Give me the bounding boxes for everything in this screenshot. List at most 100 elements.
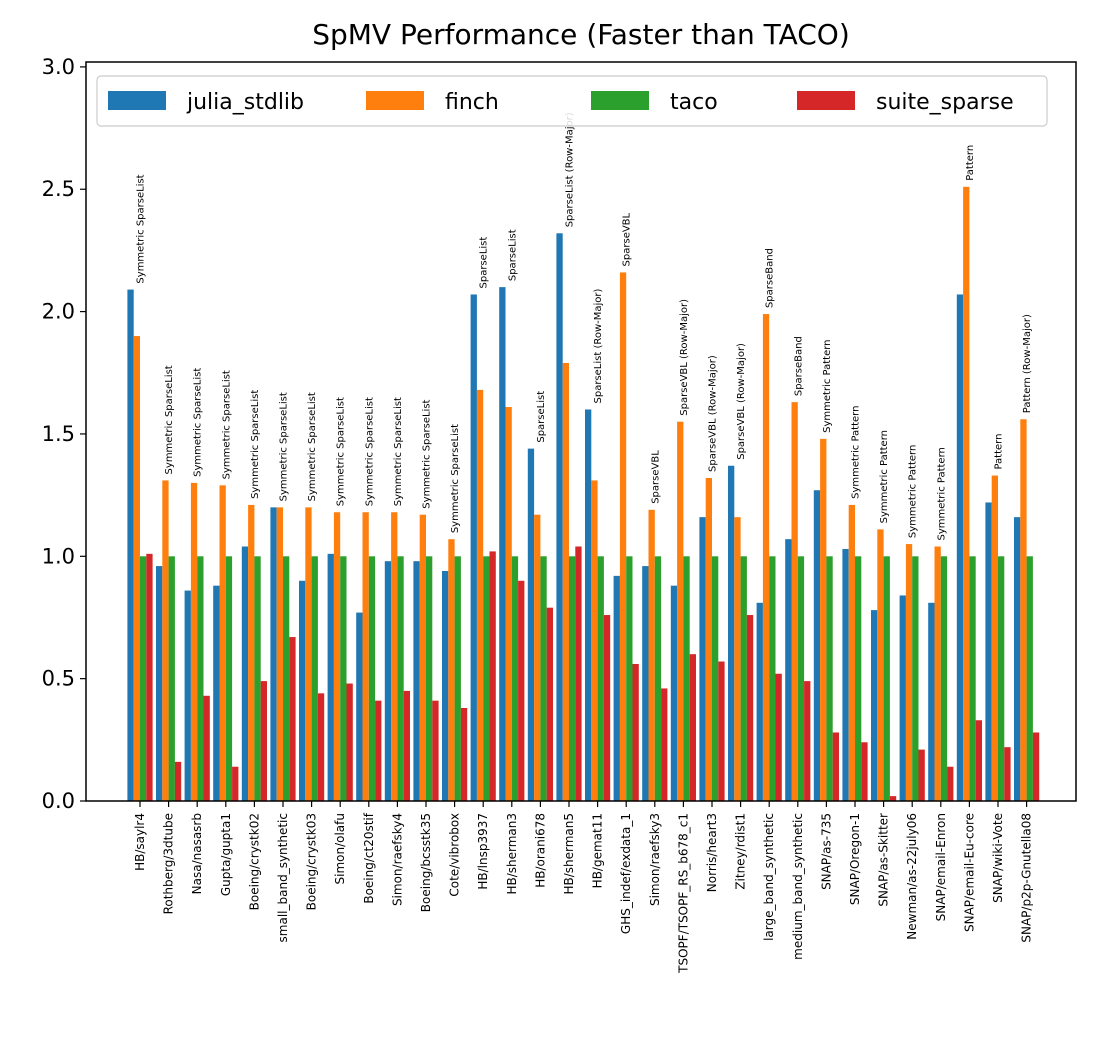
bar-taco: [283, 556, 290, 801]
bar-julia_stdlib: [556, 233, 563, 802]
bar-julia_stdlib: [785, 539, 792, 801]
bar-annotation: Pattern: [965, 145, 976, 181]
legend-label-taco: taco: [670, 90, 718, 115]
bar-suite_sparse: [661, 688, 668, 801]
bar-julia_stdlib: [613, 575, 620, 801]
y-tick-label: 2.0: [42, 300, 75, 324]
bar-annotation: SparseList (Row-Major): [593, 288, 604, 403]
bar-suite_sparse: [775, 673, 782, 801]
x-tick-label: HB/saylr4: [133, 813, 147, 871]
legend-box: [96, 75, 1048, 127]
bar-taco: [855, 556, 862, 801]
bar-finch: [705, 477, 712, 801]
x-tick-label: Nasa/nasasrb: [190, 813, 204, 894]
bar-taco: [140, 556, 147, 801]
x-tick-label: Gupta/gupta1: [219, 813, 233, 896]
bar-taco: [197, 556, 204, 801]
bar-julia_stdlib: [184, 590, 191, 801]
bar-suite_sparse: [260, 681, 267, 801]
bar-taco: [340, 556, 347, 801]
legend: julia_stdlib finch taco suite_sparse: [96, 75, 1048, 127]
bar-suite_sparse: [203, 695, 210, 801]
bar-finch: [848, 504, 855, 801]
bar-taco: [626, 556, 633, 801]
bar-annotation: Symmetric SparseList: [136, 174, 147, 283]
y-tick-label: 1.0: [42, 544, 75, 568]
bar-finch: [591, 480, 598, 801]
x-tick-label: Boeing/crystk02: [247, 813, 261, 910]
bar-suite_sparse: [947, 766, 954, 801]
legend-swatch-taco: [591, 91, 649, 110]
bar-julia_stdlib: [756, 602, 763, 801]
bar-annotation: Symmetric SparseList: [422, 399, 433, 508]
bar-julia_stdlib: [871, 610, 878, 801]
bar-finch: [534, 514, 541, 801]
bar-julia_stdlib: [327, 553, 334, 801]
bar-annotation: SparseList: [536, 391, 547, 443]
bar-taco: [225, 556, 233, 801]
bar-taco: [368, 556, 376, 801]
chart-title: SpMV Performance (Faster than TACO): [312, 18, 850, 51]
x-tick-label: HB/gemat11: [591, 813, 605, 888]
bar-julia_stdlib: [470, 294, 477, 801]
bar-julia_stdlib: [899, 595, 906, 801]
bar-taco: [683, 556, 690, 801]
bar-suite_sparse: [146, 553, 153, 801]
bar-julia_stdlib: [813, 490, 821, 801]
bar-suite_sparse: [832, 732, 839, 801]
bar-suite_sparse: [489, 551, 496, 801]
bar-finch: [905, 544, 913, 801]
legend-label-julia_stdlib: julia_stdlib: [186, 90, 304, 115]
bar-annotation: Symmetric SparseList: [164, 365, 175, 474]
bar-suite_sparse: [689, 654, 696, 801]
bar-taco: [511, 556, 519, 801]
x-tick-label: Norris/heart3: [705, 813, 719, 892]
bar-taco: [397, 556, 404, 801]
bar-suite_sparse: [918, 749, 925, 801]
bar-taco: [454, 556, 461, 801]
bar-finch: [190, 482, 198, 801]
bar-julia_stdlib: [956, 294, 964, 801]
bar-annotation: SparseVBL: [650, 450, 661, 504]
bar-suite_sparse: [289, 637, 296, 801]
x-tick-label: Simon/olafu: [333, 813, 347, 885]
bar-taco: [540, 556, 547, 801]
bar-taco: [483, 556, 490, 801]
x-tick-label: SNAP/p2p-Gnutella08: [1020, 813, 1034, 943]
bar-finch: [305, 507, 312, 801]
x-tick-label: Boeing/crystk03: [305, 813, 319, 910]
bar-annotation: Pattern: [994, 434, 1005, 470]
x-tick-label: SNAP/email-Eu-core: [962, 813, 976, 932]
bar-taco: [940, 556, 948, 801]
bar-taco: [740, 556, 747, 801]
bar-taco: [254, 556, 261, 801]
bar-suite_sparse: [232, 766, 239, 801]
bar-julia_stdlib: [527, 448, 535, 801]
y-tick-label: 1.5: [42, 422, 75, 446]
bar-julia_stdlib: [642, 566, 649, 801]
bar-taco: [769, 556, 776, 801]
bar-taco: [712, 556, 719, 801]
x-tick-label: large_band_synthetic: [762, 813, 776, 941]
bar-finch: [362, 512, 369, 801]
bar-annotation: SparseVBL (Row-Major): [708, 355, 719, 472]
bar-finch: [248, 504, 255, 801]
x-axis: HB/saylr4 Rothberg/3dtube Nasa/nasasrb Gupt…: [133, 801, 1034, 974]
bar-julia_stdlib: [213, 585, 220, 801]
x-tick-label: Simon/raefsky4: [390, 813, 404, 906]
bar-finch: [820, 438, 827, 801]
bar-finch: [877, 529, 884, 801]
bar-annotation: Symmetric SparseList: [393, 397, 404, 506]
bar-finch: [276, 507, 283, 801]
bar-suite_sparse: [1032, 732, 1040, 801]
bar-finch: [934, 546, 941, 801]
y-axis: 0.0 0.5 1.0 1.5 2.0 2.5 3.0: [42, 55, 86, 813]
bar-suite_sparse: [889, 796, 897, 801]
bar-suite_sparse: [432, 700, 439, 801]
bar-suite_sparse: [518, 580, 525, 801]
bar-taco: [168, 556, 175, 801]
bar-annotation: Symmetric SparseList: [193, 368, 204, 477]
x-tick-label: HB/orani678: [533, 813, 547, 888]
bars-group: [127, 186, 1040, 802]
bar-finch: [133, 336, 140, 801]
